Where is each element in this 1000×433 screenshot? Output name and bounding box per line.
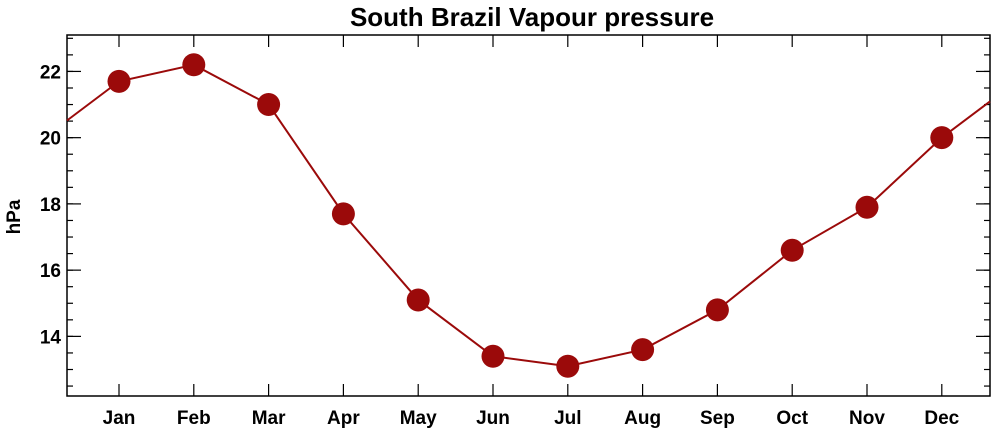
data-point-dec — [930, 126, 954, 150]
x-tick-label: Mar — [252, 408, 286, 429]
data-point-mar — [257, 93, 281, 117]
x-tick-label: Sep — [700, 408, 735, 429]
data-point-aug — [631, 338, 655, 362]
x-tick-label: Jul — [554, 408, 581, 429]
data-point-may — [406, 288, 430, 312]
y-tick-labels: 14 16 18 20 22 — [40, 62, 62, 348]
data-series — [66, 53, 991, 378]
x-tick-labels: Jan Feb Mar Apr May Jun Jul Aug Sep Oct Nov Dec — [103, 408, 960, 429]
x-tick-label: Jan — [103, 408, 136, 429]
x-tick-label: Oct — [776, 408, 808, 429]
y-tick-label: 22 — [40, 62, 61, 83]
data-point-jul — [556, 354, 580, 378]
y-tick-label: 14 — [40, 327, 62, 348]
y-axis-label: hPa — [4, 199, 25, 234]
x-tick-label: Feb — [177, 408, 211, 429]
x-tick-label: Apr — [327, 408, 360, 429]
axis-ticks — [67, 35, 990, 396]
plot-frame — [66, 34, 991, 397]
chart-title: South Brazil Vapour pressure — [350, 2, 714, 32]
data-point-jan — [107, 69, 131, 93]
y-tick-label: 18 — [40, 195, 61, 216]
data-point-jun — [481, 344, 505, 368]
data-point-oct — [780, 238, 804, 262]
x-tick-label: Aug — [624, 408, 661, 429]
y-tick-label: 20 — [40, 129, 61, 150]
data-point-sep — [705, 298, 729, 322]
series-line — [66, 63, 991, 368]
x-tick-label: Jun — [476, 408, 510, 429]
x-tick-label: May — [400, 408, 437, 429]
data-point-feb — [182, 53, 206, 77]
x-tick-label: Nov — [849, 408, 885, 429]
x-tick-label: Dec — [924, 408, 959, 429]
y-tick-label: 16 — [40, 261, 61, 282]
data-point-nov — [855, 195, 879, 219]
data-point-apr — [331, 202, 355, 226]
